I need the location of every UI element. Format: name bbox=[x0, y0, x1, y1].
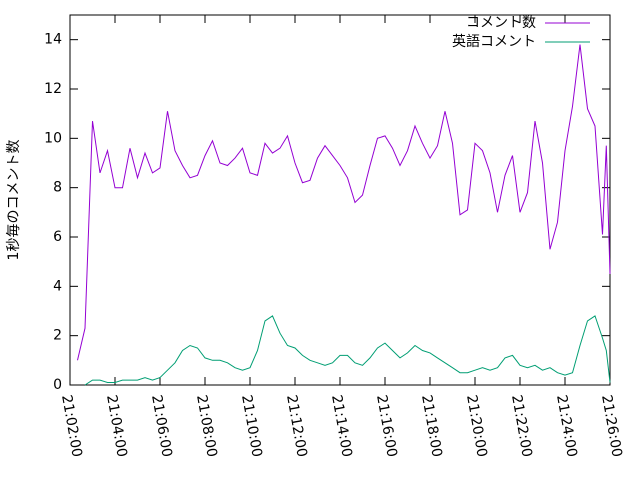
legend-label: 英語コメント bbox=[452, 33, 536, 50]
y-tick-label: 0 bbox=[53, 377, 62, 393]
legend-label: コメント数 bbox=[466, 15, 536, 31]
y-tick-label: 8 bbox=[53, 180, 62, 196]
y-tick-label: 4 bbox=[53, 278, 62, 294]
series-line bbox=[84, 315, 611, 386]
y-axis-label: 1秒毎のコメント数 bbox=[6, 140, 22, 261]
y-tick-label: 2 bbox=[53, 328, 62, 344]
y-tick-label: 10 bbox=[44, 130, 62, 146]
y-tick-label: 14 bbox=[44, 32, 62, 48]
y-tick-label: 12 bbox=[44, 81, 62, 97]
y-tick-label: 6 bbox=[53, 229, 62, 245]
series-line bbox=[77, 44, 611, 361]
